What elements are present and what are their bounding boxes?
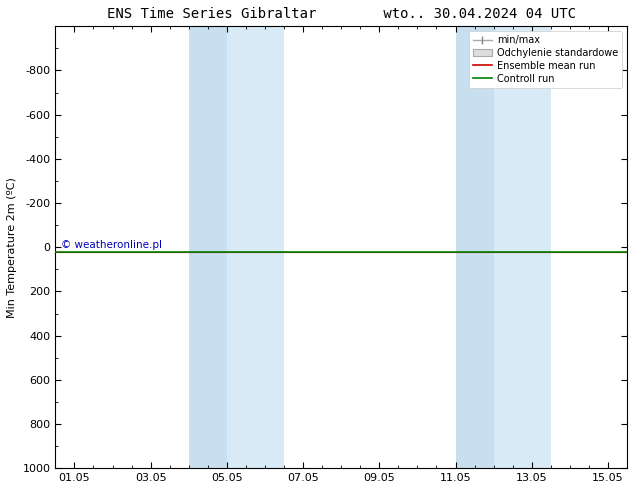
Title: ENS Time Series Gibraltar        wto.. 30.04.2024 04 UTC: ENS Time Series Gibraltar wto.. 30.04.20… [107,7,576,21]
Bar [456,26,494,468]
Y-axis label: Min Temperature 2m (ºC): Min Temperature 2m (ºC) [7,177,17,318]
Bar [227,26,284,468]
Bar [189,26,227,468]
Text: © weatheronline.pl: © weatheronline.pl [61,240,162,250]
Bar [494,26,551,468]
Legend: min/max, Odchylenie standardowe, Ensemble mean run, Controll run: min/max, Odchylenie standardowe, Ensembl… [469,31,622,88]
